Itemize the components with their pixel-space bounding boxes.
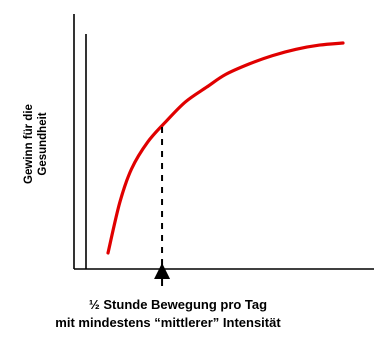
y-axis-label-line1: Gewinn für die bbox=[23, 104, 35, 184]
x-axis-label-line1: ½ Stunde Bewegung pro Tag bbox=[89, 297, 267, 312]
series-0-line bbox=[106, 41, 345, 255]
x-axis-label-line2: mit mindestens “mittlerer” Intensität bbox=[55, 315, 281, 330]
y-axis-label-line2: Gesundheit bbox=[37, 112, 49, 175]
